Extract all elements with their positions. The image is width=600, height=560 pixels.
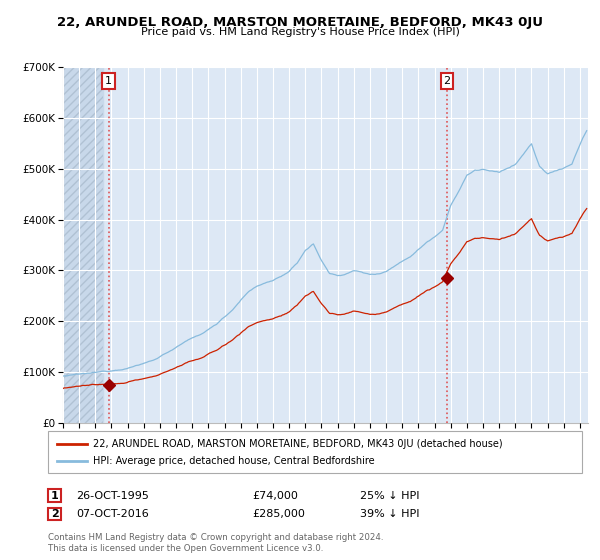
Text: Contains HM Land Registry data © Crown copyright and database right 2024.
This d: Contains HM Land Registry data © Crown c… bbox=[48, 533, 383, 553]
Bar bbox=[63, 67, 103, 423]
Text: 2: 2 bbox=[443, 76, 451, 86]
Text: Price paid vs. HM Land Registry's House Price Index (HPI): Price paid vs. HM Land Registry's House … bbox=[140, 27, 460, 37]
Text: 26-OCT-1995: 26-OCT-1995 bbox=[76, 491, 149, 501]
Text: £74,000: £74,000 bbox=[252, 491, 298, 501]
Text: HPI: Average price, detached house, Central Bedfordshire: HPI: Average price, detached house, Cent… bbox=[93, 456, 374, 465]
Text: 22, ARUNDEL ROAD, MARSTON MORETAINE, BEDFORD, MK43 0JU: 22, ARUNDEL ROAD, MARSTON MORETAINE, BED… bbox=[57, 16, 543, 29]
Text: £285,000: £285,000 bbox=[252, 509, 305, 519]
Text: 22, ARUNDEL ROAD, MARSTON MORETAINE, BEDFORD, MK43 0JU (detached house): 22, ARUNDEL ROAD, MARSTON MORETAINE, BED… bbox=[93, 439, 503, 449]
Text: 39% ↓ HPI: 39% ↓ HPI bbox=[360, 509, 419, 519]
Text: 25% ↓ HPI: 25% ↓ HPI bbox=[360, 491, 419, 501]
Bar bbox=[63, 67, 103, 423]
Text: 2: 2 bbox=[51, 509, 58, 519]
Text: 1: 1 bbox=[105, 76, 112, 86]
Text: 1: 1 bbox=[51, 491, 58, 501]
Text: 07-OCT-2016: 07-OCT-2016 bbox=[76, 509, 149, 519]
